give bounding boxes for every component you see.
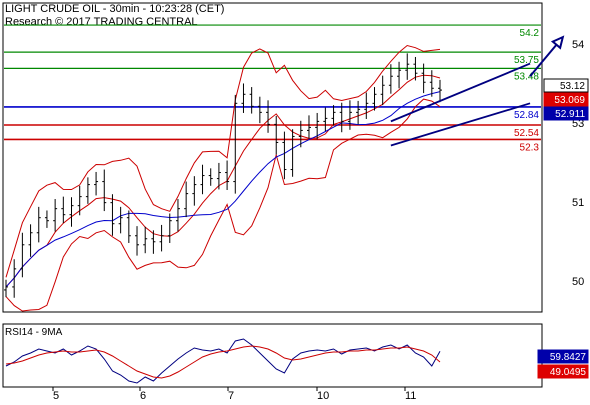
x-axis: 5 6 7 10 11 <box>52 387 416 402</box>
x-tick-label: 7 <box>228 390 234 400</box>
value-badge <box>543 106 589 121</box>
rsi-value-badge <box>537 364 589 379</box>
bollinger-lower-line <box>5 98 441 312</box>
rsi-panel-frame <box>2 323 543 388</box>
x-tick-label: 6 <box>140 390 146 400</box>
x-tick-label: 5 <box>53 390 59 400</box>
level-label: 52.54 <box>514 128 539 139</box>
level-label: 52.3 <box>520 142 540 153</box>
channel-line-upper <box>390 62 531 123</box>
price-panel-frame <box>2 2 543 313</box>
chart-subtitle: Research © 2017 TRADING CENTRAL <box>5 16 198 28</box>
y-tick-label: 51 <box>572 197 584 209</box>
rsi-value-badge-label: 59.8427 <box>550 352 587 363</box>
value-badge <box>543 78 589 93</box>
rsi-title: RSI14 - 9MA <box>5 327 63 338</box>
bollinger-upper-line <box>5 44 441 278</box>
value-badge-label: 53.069 <box>554 95 585 106</box>
y-axis: 54 53 51 50 <box>572 39 584 288</box>
rsi-series-rsi14 <box>5 338 441 384</box>
level-label: 53.75 <box>514 55 539 66</box>
projection-arrow-head <box>550 35 565 50</box>
y-tick-label: 53 <box>572 118 584 130</box>
moving-average-line <box>5 91 441 288</box>
level-label: 52.84 <box>514 110 539 121</box>
chart-marks: 54.253.7553.4852.8452.5452.353.1253.0695… <box>4 24 589 384</box>
channel-line-lower <box>390 102 531 147</box>
y-tick-label: 54 <box>572 39 584 51</box>
rsi-value-badge-label: 49.0495 <box>550 367 587 378</box>
chart-title: LIGHT CRUDE OIL - 30min - 10:23:28 (CET) <box>5 3 224 15</box>
value-badge-label: 52.911 <box>555 109 585 120</box>
level-label: 54.2 <box>520 28 540 39</box>
x-tick-label: 11 <box>405 390 416 400</box>
rsi-series-ma9 <box>5 345 441 379</box>
value-badge <box>543 92 589 107</box>
level-label: 53.48 <box>514 71 539 82</box>
x-tick-label: 10 <box>317 390 329 400</box>
value-badge-label: 53.12 <box>560 81 585 92</box>
y-tick-label: 50 <box>572 276 584 288</box>
rsi-value-badge <box>537 349 589 364</box>
bollinger-middle-line <box>5 74 441 288</box>
